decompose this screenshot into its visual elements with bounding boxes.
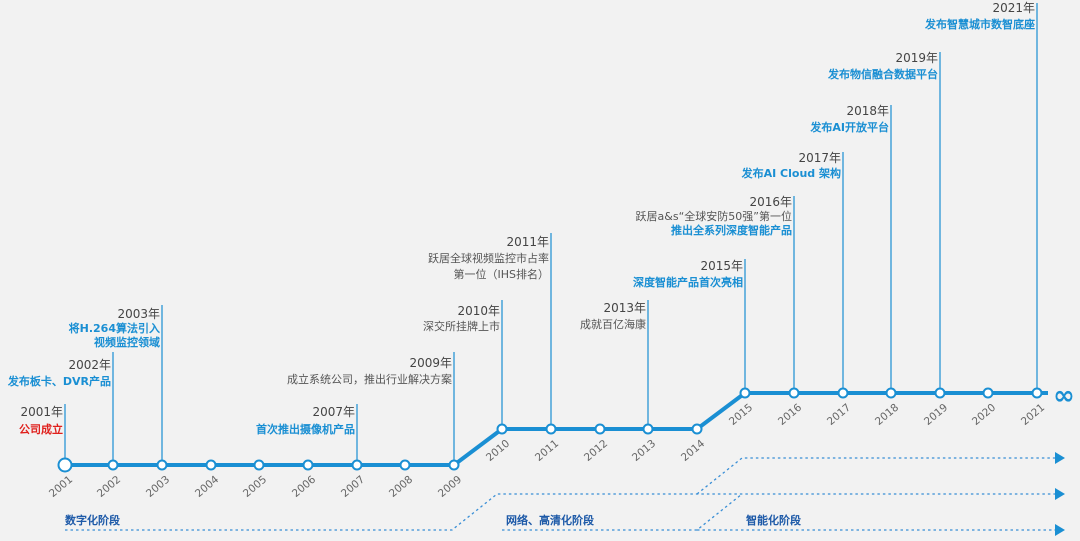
axis-year-label: 2013	[630, 438, 658, 464]
event-description: 第一位（IHS排名）	[454, 267, 550, 281]
event-year: 2010年	[457, 304, 500, 318]
year-node	[642, 423, 654, 435]
year-node	[448, 459, 460, 471]
axis-year-label: 2007	[339, 474, 367, 500]
event-year: 2017年	[798, 151, 841, 165]
event-year: 2002年	[68, 358, 111, 372]
year-node	[302, 459, 314, 471]
axis-year-label: 2012	[582, 438, 610, 464]
year-axis-labels: 2001 2002 2003 2004 2005 2006 2007 2008 20092010…	[47, 401, 1047, 500]
event-year: 2009年	[409, 356, 452, 370]
axis-year-label: 2009	[436, 474, 464, 500]
axis-year-label: 2002	[95, 474, 123, 500]
event-description: 推出全系列深度智能产品	[671, 223, 792, 237]
event-year: 2021年	[992, 1, 1035, 15]
axis-year-label: 2019	[922, 402, 950, 428]
axis-year-label: 2014	[679, 437, 707, 464]
axis-year-label: 2005	[241, 474, 269, 500]
year-node	[691, 423, 703, 435]
year-node	[934, 387, 946, 399]
event-description: 首次推出摄像机产品	[256, 422, 355, 436]
phase-label: 智能化阶段	[746, 513, 801, 527]
year-node	[57, 457, 73, 473]
arrow-icon	[1055, 488, 1065, 500]
event-description: 发布AI开放平台	[809, 120, 889, 134]
year-node	[545, 423, 557, 435]
event-description: 跃居a&s“全球安防50强”第一位	[636, 209, 792, 223]
event-year: 2001年	[20, 405, 63, 419]
year-node	[253, 459, 265, 471]
year-node	[496, 423, 508, 435]
event-description: 发布AI Cloud 架构	[741, 166, 841, 180]
axis-year-label: 2020	[970, 402, 998, 428]
year-node	[739, 387, 751, 399]
axis-year-label: 2008	[387, 474, 415, 500]
event-year: 2007年	[312, 405, 355, 419]
axis-year-label: 2001	[47, 474, 75, 500]
axis-year-label: 2018	[873, 402, 901, 428]
event-year: 2018年	[846, 104, 889, 118]
arrow-icon	[1055, 524, 1065, 536]
axis-year-label: 2017	[825, 402, 853, 428]
phase-labels: 数字化阶段 网络、高清化阶段 智能化阶段	[65, 513, 801, 527]
event-year: 2015年	[700, 259, 743, 273]
event-description: 成立系统公司，推出行业解决方案	[287, 372, 452, 386]
event-year: 2016年	[749, 195, 792, 209]
event-year: 2019年	[895, 51, 938, 65]
event-description: 深交所挂牌上市	[423, 319, 500, 333]
arrow-icon	[1055, 452, 1065, 464]
year-node	[594, 423, 606, 435]
phase-dotted-line	[65, 493, 1055, 531]
year-node	[885, 387, 897, 399]
axis-year-label: 2006	[290, 473, 318, 500]
year-node	[982, 387, 994, 399]
year-node	[1031, 387, 1043, 399]
event-year: 2003年	[117, 307, 160, 321]
event-description: 公司成立	[19, 422, 63, 436]
phase-label: 数字化阶段	[65, 513, 120, 527]
event-stems	[64, 3, 1038, 465]
event-description: 发布物信融合数据平台	[827, 67, 938, 81]
phase-dotted-lines	[65, 452, 1065, 536]
axis-year-label: 2021	[1019, 402, 1047, 428]
event-description: 成就百亿海康	[580, 317, 646, 331]
axis-year-label: 2011	[533, 438, 561, 464]
year-node	[837, 387, 849, 399]
event-description: 跃居全球视频监控市占率	[428, 251, 549, 265]
event-description: 将H.264算法引入	[69, 321, 160, 335]
year-node	[107, 459, 119, 471]
year-node	[205, 459, 217, 471]
event-year: 2013年	[603, 301, 646, 315]
phase-dotted-line	[696, 457, 1055, 495]
event-description: 发布板卡、DVR产品	[7, 374, 111, 388]
timeline-line	[65, 391, 1048, 467]
event-description: 视频监控领域	[94, 335, 160, 349]
year-node	[399, 459, 411, 471]
event-year: 2011年	[506, 235, 549, 249]
phase-label: 网络、高清化阶段	[506, 513, 594, 527]
year-node	[351, 459, 363, 471]
year-node	[156, 459, 168, 471]
event-description: 发布智慧城市数智底座	[924, 17, 1035, 31]
year-nodes	[57, 387, 1043, 473]
year-node	[788, 387, 800, 399]
axis-year-label: 2016	[776, 401, 804, 428]
infinity-icon: ∞	[1053, 381, 1075, 411]
axis-year-label: 2004	[193, 473, 221, 500]
event-description: 深度智能产品首次亮相	[633, 275, 743, 289]
axis-year-label: 2003	[144, 474, 172, 500]
